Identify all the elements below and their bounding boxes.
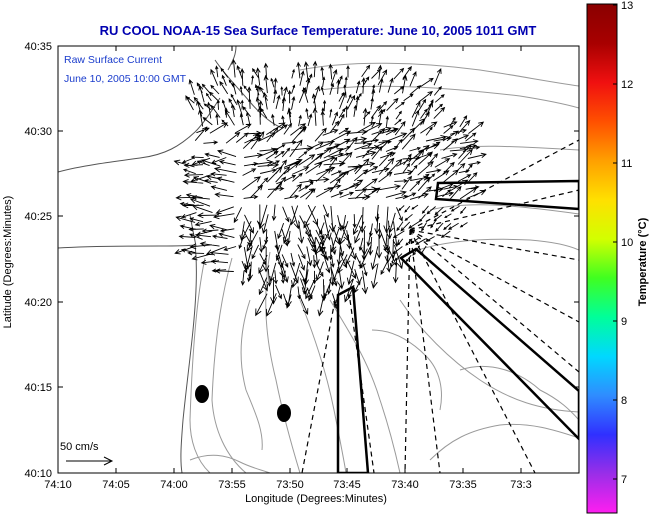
colorbar: 13 12 11 10 9 8 7 Temperature (°C) <box>586 0 649 514</box>
colorbar-tick-label: 13 <box>621 0 633 12</box>
contour-line <box>211 257 247 473</box>
vector-arrows <box>173 58 487 317</box>
radial-line <box>409 229 579 373</box>
contour-line <box>189 257 211 473</box>
contour-line <box>299 299 347 473</box>
y-tick-label: 40:20 <box>24 297 52 309</box>
x-tick-label: 74:05 <box>102 479 130 491</box>
radar-beams <box>336 179 579 473</box>
plot-frame <box>57 45 580 474</box>
x-tick-label: 74:10 <box>44 479 72 491</box>
x-tick-label: 73:35 <box>449 479 477 491</box>
y-tick-marks <box>58 130 579 388</box>
contour-line <box>417 238 579 251</box>
beam-south <box>336 285 370 473</box>
scale-arrowhead <box>103 456 114 466</box>
y-tick-label: 40:10 <box>24 468 52 480</box>
buoy-marker <box>277 404 291 422</box>
upper-bay-shore <box>227 46 237 71</box>
contour-line <box>265 251 301 473</box>
map-background <box>58 46 579 473</box>
x-tick-label: 73:40 <box>391 479 419 491</box>
y-tick-label: 40:35 <box>24 41 52 53</box>
x-tick-marks <box>57 46 522 473</box>
colorbar-tick-label: 10 <box>621 237 633 249</box>
radial-line <box>409 229 536 473</box>
y-axis-label: Latitude (Degrees:Minutes) <box>2 196 14 329</box>
x-tick-label: 74:00 <box>160 479 188 491</box>
colorbar-gradient <box>586 3 618 514</box>
contour-line <box>329 299 401 473</box>
y-tick-label: 40:15 <box>24 382 52 394</box>
map-panel: Raw Surface Current June 10, 2005 10:00 … <box>58 46 579 473</box>
colorbar-ticks <box>613 4 617 480</box>
contour-line <box>439 145 579 151</box>
contour-line <box>189 454 271 473</box>
colorbar-tick-label: 11 <box>621 158 632 170</box>
figure-title: RU COOL NOAA-15 Sea Surface Temperature:… <box>100 23 537 38</box>
buoy-marker <box>195 385 209 403</box>
colorbar-tick-label: 9 <box>621 316 627 328</box>
raritan-bay-shore <box>58 244 196 249</box>
x-tick-label: 73:55 <box>218 479 246 491</box>
y-tick-label: 40:30 <box>24 126 52 138</box>
x-tick-label: 73:3 <box>510 479 531 491</box>
radial-line <box>409 139 579 231</box>
radial-line <box>349 299 375 473</box>
contour-line <box>429 423 579 461</box>
x-tick-labels: 74:10 74:05 74:00 73:55 73:50 73:45 73:4… <box>44 479 531 491</box>
radial-line <box>409 189 579 231</box>
radial-line <box>301 299 336 473</box>
contour-line <box>240 299 263 451</box>
scale-label: 50 cm/s <box>60 441 99 453</box>
x-tick-label: 73:50 <box>276 479 304 491</box>
inset-title: Raw Surface Current <box>64 54 162 66</box>
beam-east <box>434 179 579 211</box>
inset-date: June 10, 2005 10:00 GMT <box>64 73 187 85</box>
colorbar-tick-label: 12 <box>621 79 633 91</box>
x-tick-label: 73:45 <box>333 479 361 491</box>
beam-southeast <box>398 247 579 441</box>
contour-line <box>399 299 579 413</box>
contour-line <box>299 62 579 87</box>
y-tick-labels: 40:35 40:30 40:25 40:20 40:15 40:10 <box>24 41 52 480</box>
x-axis-label: Longitude (Degrees:Minutes) <box>245 493 387 505</box>
staten-island-shore <box>58 97 221 173</box>
radial-line <box>409 229 579 261</box>
y-tick-label: 40:25 <box>24 211 52 223</box>
colorbar-tick-label: 8 <box>621 395 627 407</box>
colorbar-tick-label: 7 <box>621 474 627 486</box>
contour-line <box>429 204 579 215</box>
nj-coast <box>180 244 197 473</box>
radial-line <box>404 229 411 473</box>
contour-line <box>459 366 579 421</box>
current-vectors <box>173 58 487 317</box>
colorbar-label: Temperature (°C) <box>637 217 649 306</box>
